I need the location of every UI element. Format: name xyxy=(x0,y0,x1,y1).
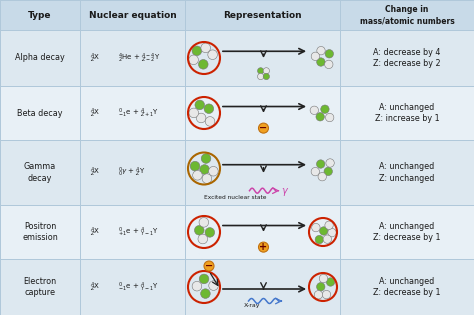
Text: $^4_2$He + $^{A-4}_{Z-2}$Y: $^4_2$He + $^{A-4}_{Z-2}$Y xyxy=(118,51,160,65)
Circle shape xyxy=(209,166,218,176)
Circle shape xyxy=(257,68,264,74)
Text: Nuclear equation: Nuclear equation xyxy=(89,10,176,20)
Circle shape xyxy=(316,112,324,121)
Circle shape xyxy=(205,228,215,237)
Circle shape xyxy=(317,47,325,55)
Circle shape xyxy=(199,60,208,69)
Bar xyxy=(340,0,474,30)
Circle shape xyxy=(201,154,211,163)
Text: +: + xyxy=(259,242,267,252)
Circle shape xyxy=(325,221,333,229)
Circle shape xyxy=(258,242,268,252)
Bar xyxy=(80,0,185,30)
Circle shape xyxy=(324,167,332,175)
Bar xyxy=(0,140,474,205)
Circle shape xyxy=(311,168,319,176)
Circle shape xyxy=(326,278,335,286)
Circle shape xyxy=(204,104,214,113)
Text: $^0_{-1}$e + $^A_{Z+1}$Y: $^0_{-1}$e + $^A_{Z+1}$Y xyxy=(118,106,159,120)
Circle shape xyxy=(322,290,331,299)
Circle shape xyxy=(201,43,210,53)
Text: $^A_Z$X: $^A_Z$X xyxy=(90,106,100,120)
Circle shape xyxy=(257,73,264,80)
Text: $^A_Z$X: $^A_Z$X xyxy=(90,280,100,294)
Text: Positron
emission: Positron emission xyxy=(22,222,58,242)
Bar xyxy=(0,205,474,259)
Circle shape xyxy=(209,281,219,290)
Circle shape xyxy=(195,100,205,110)
Text: Gamma
decay: Gamma decay xyxy=(24,163,56,183)
Circle shape xyxy=(318,173,327,181)
Circle shape xyxy=(317,283,325,291)
Text: $^0_{+1}$e + $^A_{Y-1}$Y: $^0_{+1}$e + $^A_{Y-1}$Y xyxy=(118,225,159,239)
Text: Representation: Representation xyxy=(223,10,302,20)
Circle shape xyxy=(189,55,199,65)
Circle shape xyxy=(263,73,270,80)
Text: −: − xyxy=(259,123,267,133)
Bar xyxy=(0,0,80,30)
Text: A: unchanged
Z: decrease by 1: A: unchanged Z: decrease by 1 xyxy=(373,221,441,243)
Circle shape xyxy=(192,281,202,291)
Circle shape xyxy=(198,234,208,244)
Text: $^A_Z$X: $^A_Z$X xyxy=(90,225,100,239)
Text: $^0_0\gamma$ + $^A_Z$Y: $^0_0\gamma$ + $^A_Z$Y xyxy=(118,166,146,179)
Text: Change in
mass/atomic numbers: Change in mass/atomic numbers xyxy=(360,5,455,25)
Text: A: decrease by 4
Z: decrease by 2: A: decrease by 4 Z: decrease by 2 xyxy=(373,48,441,68)
Circle shape xyxy=(190,161,200,171)
Circle shape xyxy=(319,274,328,283)
Circle shape xyxy=(199,218,209,227)
Circle shape xyxy=(189,108,199,118)
Circle shape xyxy=(314,290,323,299)
Circle shape xyxy=(325,49,334,58)
Circle shape xyxy=(323,235,331,243)
Circle shape xyxy=(202,174,212,183)
Circle shape xyxy=(317,160,325,168)
Text: γ: γ xyxy=(282,186,287,196)
Circle shape xyxy=(326,113,334,122)
Circle shape xyxy=(201,289,210,298)
Bar xyxy=(0,86,474,140)
Text: A: unchanged
Z: increase by 1: A: unchanged Z: increase by 1 xyxy=(374,103,439,123)
Text: X-ray: X-ray xyxy=(244,303,260,308)
Circle shape xyxy=(319,227,328,235)
Text: A: unchanged
Z: unchanged: A: unchanged Z: unchanged xyxy=(379,162,435,183)
Bar xyxy=(0,259,474,315)
Bar xyxy=(185,0,340,30)
Circle shape xyxy=(315,235,324,244)
Text: $^A_Z$X: $^A_Z$X xyxy=(90,51,100,65)
Text: −: − xyxy=(205,261,213,271)
Circle shape xyxy=(326,159,334,167)
Circle shape xyxy=(204,261,214,271)
Circle shape xyxy=(312,223,320,232)
Text: Electron
capture: Electron capture xyxy=(23,277,56,297)
Text: $^A_Z$X: $^A_Z$X xyxy=(90,166,100,179)
Circle shape xyxy=(196,113,206,123)
Circle shape xyxy=(258,123,268,133)
Circle shape xyxy=(311,52,319,60)
Circle shape xyxy=(208,50,218,60)
Circle shape xyxy=(192,170,202,180)
Circle shape xyxy=(199,274,209,284)
Bar xyxy=(0,30,474,86)
Text: Alpha decay: Alpha decay xyxy=(15,54,65,62)
Text: $^0_{-1}$e + $^A_{Y-1}$Y: $^0_{-1}$e + $^A_{Y-1}$Y xyxy=(118,280,159,294)
Circle shape xyxy=(325,60,333,69)
Circle shape xyxy=(321,105,329,113)
Text: Beta decay: Beta decay xyxy=(17,108,63,117)
Circle shape xyxy=(263,68,270,74)
Circle shape xyxy=(317,58,325,66)
Circle shape xyxy=(328,228,336,237)
Text: A: unchanged
Z: decrease by 1: A: unchanged Z: decrease by 1 xyxy=(373,277,441,297)
Circle shape xyxy=(200,165,210,174)
Text: Excited nuclear state: Excited nuclear state xyxy=(204,195,266,200)
Text: Type: Type xyxy=(28,10,52,20)
Circle shape xyxy=(194,226,204,235)
Circle shape xyxy=(192,46,201,56)
Circle shape xyxy=(205,117,215,126)
Circle shape xyxy=(310,106,319,114)
